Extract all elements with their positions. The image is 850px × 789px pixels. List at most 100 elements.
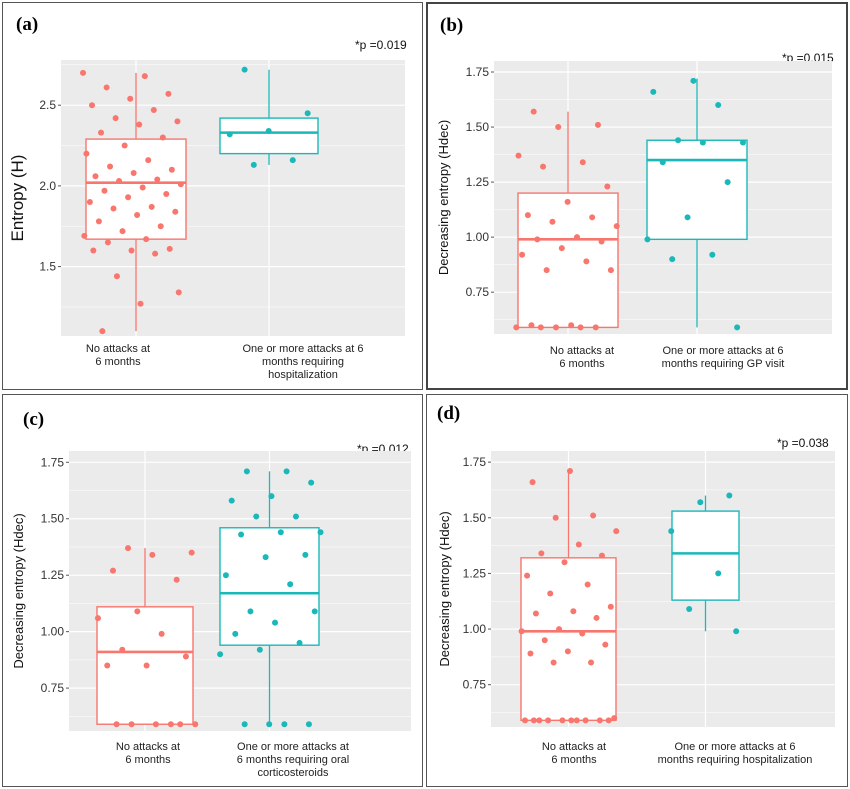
point-group2-c [253,513,260,520]
point-group1-d [568,717,575,724]
point-group2-d [726,492,733,499]
y-tick-label: 0.75 [463,678,487,692]
point-group2-c [281,721,288,728]
box-group1-d [520,557,617,722]
point-group1-a [157,223,164,230]
point-group1-a [86,199,93,206]
point-group1-b [604,183,611,190]
point-group1-a [113,273,120,280]
category-label-2-a: hospitalization [268,369,338,381]
y-tick-label: 1.00 [463,622,487,636]
point-group1-d [602,641,609,648]
box-group2-c [219,527,320,646]
panel-tag-b: (b) [440,15,463,36]
point-group2-b [684,214,691,221]
box-group1-b [517,192,619,329]
point-group2-c [241,721,248,728]
category-label-2-d: months requiring hospitalization [658,754,813,766]
panel-c: (c) *p =0.012 0.75 1.00 1.25 1.50 1.75 Decreasi… [2,394,423,787]
point-group1-d [538,550,545,557]
point-group2-b [709,251,716,258]
point-group1-d [573,717,580,724]
point-group1-b [519,251,526,258]
point-group1-c [152,721,159,728]
point-group1-a [90,247,97,254]
point-group1-b [524,212,531,219]
point-group1-d [611,715,618,722]
point-group2-c [305,721,312,728]
point-group1-a [128,247,135,254]
point-group1-b [515,152,522,159]
category-label-1-c: 6 months [125,754,171,766]
category-label-2-a: One or more attacks at 6 [242,343,363,355]
point-group2-c [308,479,315,486]
point-group1-a [134,211,141,218]
point-group2-b [659,159,666,166]
point-group1-a [168,166,175,173]
point-group2-c [296,639,303,646]
point-group1-c [109,567,116,574]
point-group2-c [266,721,273,728]
point-group1-a [81,232,88,239]
point-group1-a [112,115,119,122]
point-group1-a [103,84,110,91]
point-group2-b [739,139,746,146]
point-group1-b [594,121,601,128]
y-tick-label: 1.00 [41,625,65,639]
point-group1-d [561,559,568,566]
point-group1-d [605,717,612,724]
panel-d: (d) *p =0.038 0.75 1.00 1.25 1.50 1.75 Decreasi… [426,394,848,787]
point-group2-c [311,608,318,615]
point-group1-d [575,541,582,548]
point-group2-b [644,236,651,243]
point-group1-d [582,717,589,724]
point-group1-b [530,108,537,115]
point-group1-b [528,322,535,329]
point-group2-a [250,161,257,168]
point-group1-b [613,223,620,230]
y-tick-label: 1.50 [463,511,487,525]
point-group1-a [177,181,184,188]
point-group1-b [537,324,544,331]
point-group1-d [607,603,614,610]
y-tick-label: 1.25 [463,566,487,580]
point-group2-c [238,531,245,538]
point-group1-d [545,717,552,724]
point-group2-b [699,139,706,146]
point-group1-a [89,102,96,109]
point-group2-a [226,131,233,138]
point-group2-c [277,529,284,536]
point-group1-d [550,659,557,666]
point-group1-c [149,551,156,558]
point-group2-c [256,646,263,653]
point-group1-a [174,118,181,125]
point-group1-a [163,190,170,197]
category-label-2-c: One or more attacks at [237,741,349,753]
point-group1-d [518,628,525,635]
point-group1-b [543,267,550,274]
panel-tag-a: (a) [16,14,38,35]
point-group2-a [265,128,272,135]
point-group1-b [607,267,614,274]
y-tick-label: 1.00 [466,230,490,244]
box-group1-a [85,138,187,240]
point-group1-d [552,514,559,521]
point-group1-a [101,187,108,194]
y-axis-label-c: Decreasing entropy (Hdec) [11,513,26,668]
point-group2-a [241,66,248,73]
point-group2-c [283,468,290,475]
point-group1-d [588,659,595,666]
point-group1-a [95,218,102,225]
point-group1-d [521,717,528,724]
point-group1-b [573,234,580,241]
point-group2-c [292,513,299,520]
point-group1-a [107,163,114,170]
y-tick-label: 1.25 [41,568,65,582]
point-group1-b [568,322,575,329]
point-group2-d [733,628,740,635]
point-group2-b [650,88,657,95]
point-group1-b [558,245,565,252]
y-tick-label: 2.0 [39,179,56,193]
point-group1-c [182,653,189,660]
point-group1-a [83,150,90,157]
